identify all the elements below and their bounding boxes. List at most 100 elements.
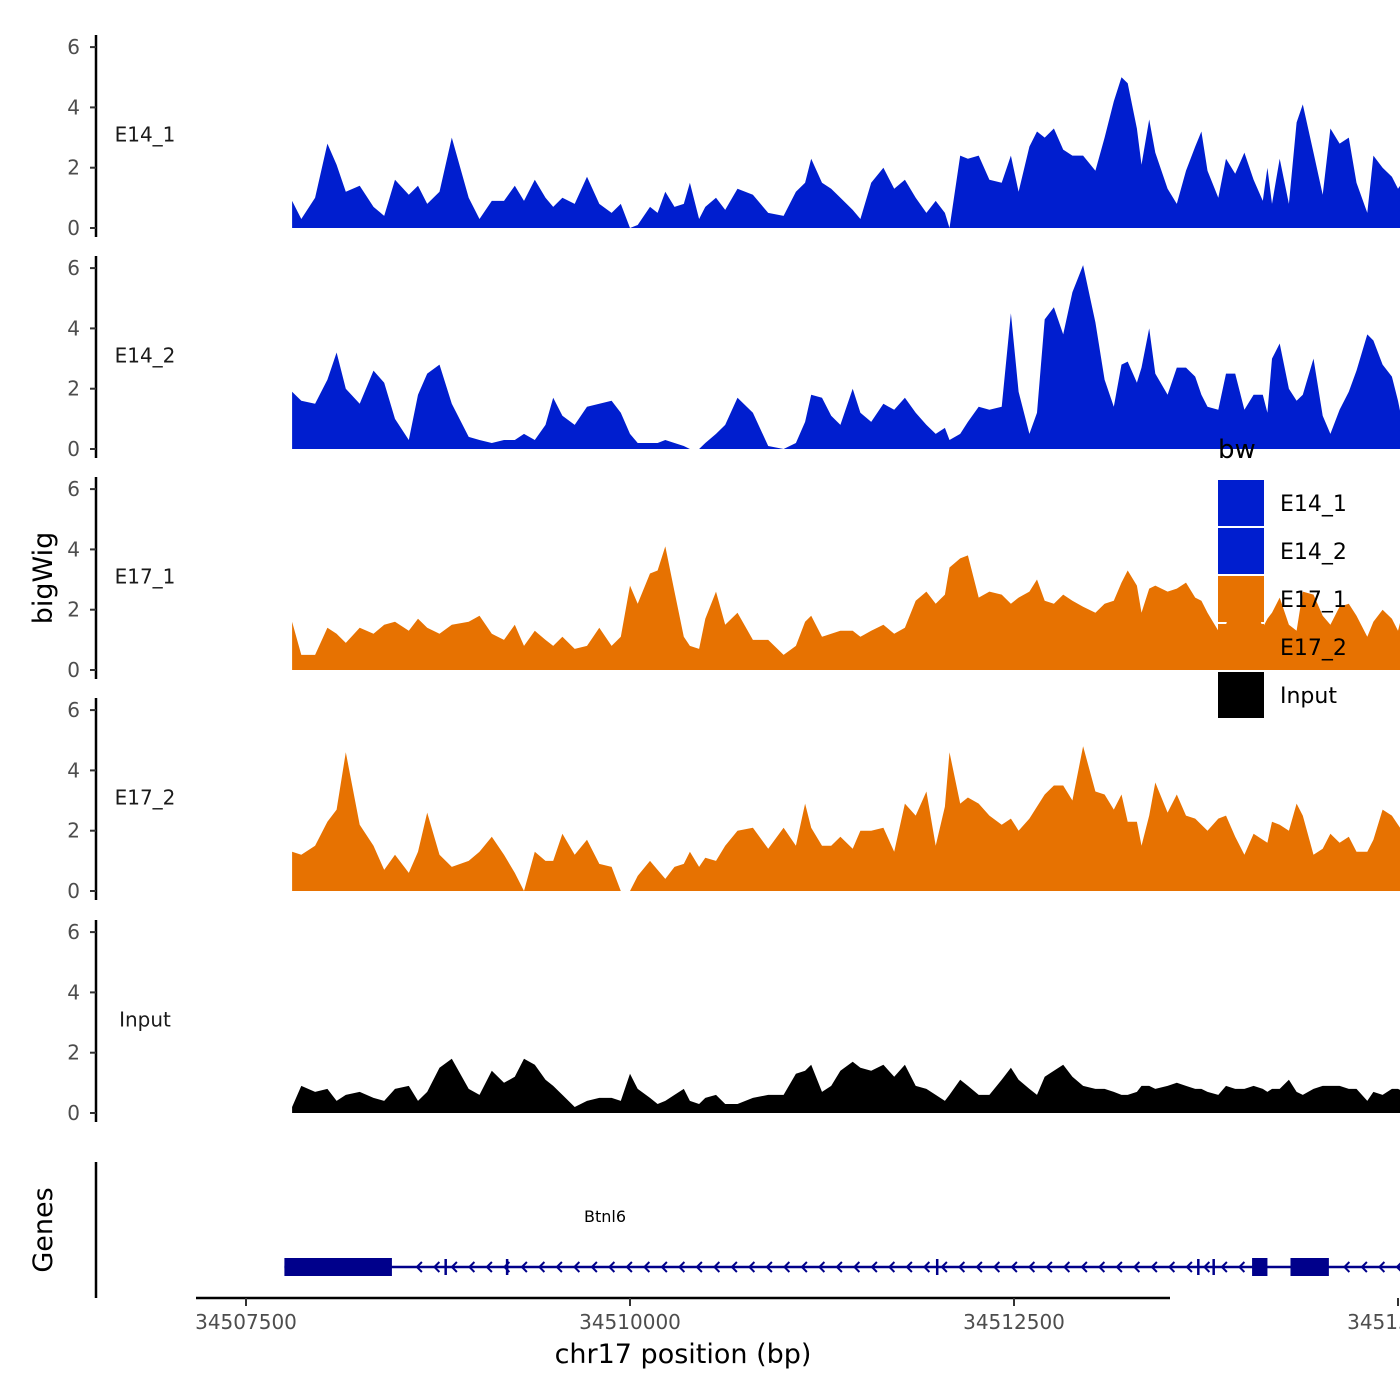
strand-arrow bbox=[905, 1261, 913, 1273]
x-tick-label: 34510000 bbox=[579, 1310, 681, 1334]
track-label: E14_1 bbox=[115, 123, 176, 147]
y-tick-label: 6 bbox=[67, 256, 80, 280]
strand-arrow bbox=[1115, 1261, 1123, 1273]
track-e17-1: 0 2 4 6 E17_1 bbox=[67, 477, 1400, 682]
track-input: 0 2 4 6 Input bbox=[67, 920, 1400, 1125]
strand-arrow bbox=[467, 1261, 476, 1273]
y-tick-label: 4 bbox=[67, 980, 80, 1004]
gene-panel: Genes Btnl6 bbox=[28, 1162, 1400, 1298]
legend-swatch bbox=[1218, 672, 1264, 718]
y-tick-label: 6 bbox=[67, 698, 80, 722]
gene-exon bbox=[1290, 1258, 1329, 1276]
strand-arrow bbox=[975, 1261, 983, 1273]
strand-arrow bbox=[800, 1261, 808, 1273]
x-tick-label: 34512500 bbox=[963, 1310, 1065, 1334]
legend-swatch bbox=[1218, 480, 1264, 526]
strand-arrow bbox=[817, 1261, 826, 1273]
y-tick-label: 0 bbox=[67, 216, 80, 240]
strand-arrow bbox=[1080, 1261, 1088, 1273]
y-tick-label: 4 bbox=[67, 758, 80, 782]
strand-arrow bbox=[1395, 1262, 1400, 1272]
legend-swatch bbox=[1218, 624, 1264, 670]
y-tick-label: 2 bbox=[67, 819, 80, 843]
strand-arrow bbox=[922, 1261, 931, 1273]
strand-arrow bbox=[1342, 1261, 1351, 1273]
strand-arrow bbox=[1097, 1261, 1106, 1273]
legend-swatch bbox=[1218, 528, 1264, 574]
strand-arrow bbox=[677, 1261, 686, 1273]
y-tick-label: 0 bbox=[67, 437, 80, 461]
y-tick-label: 2 bbox=[67, 156, 80, 180]
strand-arrow bbox=[537, 1261, 546, 1273]
strand-arrow bbox=[1360, 1261, 1368, 1273]
coverage-area-input bbox=[292, 1058, 1400, 1113]
strand-arrow bbox=[852, 1261, 861, 1273]
strand-arrow bbox=[1185, 1261, 1193, 1273]
strand-arrow bbox=[695, 1261, 703, 1273]
y-tick-label: 2 bbox=[67, 598, 80, 622]
strand-arrow bbox=[747, 1261, 756, 1273]
strand-arrow bbox=[432, 1261, 441, 1273]
y-tick-label: 6 bbox=[67, 920, 80, 944]
gene-exon bbox=[284, 1258, 392, 1276]
strand-arrow bbox=[1010, 1261, 1018, 1273]
strand-arrow bbox=[485, 1261, 493, 1273]
legend-label: E17_1 bbox=[1280, 588, 1347, 613]
strand-arrow bbox=[625, 1261, 633, 1273]
track-label: E17_1 bbox=[115, 565, 176, 589]
strand-arrow bbox=[1045, 1261, 1053, 1273]
strand-arrow bbox=[940, 1261, 948, 1273]
strand-arrow bbox=[590, 1261, 598, 1273]
strand-arrow bbox=[572, 1261, 581, 1273]
strand-arrow bbox=[782, 1261, 791, 1273]
coverage-area-e14-1 bbox=[292, 77, 1400, 228]
strand-arrow bbox=[1150, 1261, 1158, 1273]
strand-arrow bbox=[1167, 1261, 1176, 1273]
strand-arrow bbox=[450, 1261, 458, 1273]
strand-arrow bbox=[765, 1261, 773, 1273]
genes-axis-title: Genes bbox=[28, 1187, 59, 1272]
track-label: Input bbox=[119, 1008, 171, 1032]
legend-label: E14_1 bbox=[1280, 492, 1347, 517]
x-axis: 3450750034510000345125003451500034517500… bbox=[195, 1296, 1400, 1370]
x-tick-label: 34507500 bbox=[195, 1310, 297, 1334]
legend-swatch bbox=[1218, 576, 1264, 622]
track-label: E17_2 bbox=[115, 786, 176, 810]
x-axis-title: chr17 position (bp) bbox=[555, 1339, 812, 1370]
legend-label: E14_2 bbox=[1280, 540, 1347, 565]
legend-label: E17_2 bbox=[1280, 636, 1347, 661]
strand-arrow bbox=[520, 1261, 528, 1273]
strand-arrow bbox=[712, 1261, 721, 1273]
strand-arrow bbox=[835, 1261, 843, 1273]
strand-arrow bbox=[957, 1261, 966, 1273]
strand-arrow bbox=[415, 1261, 423, 1273]
y-tick-label: 2 bbox=[67, 377, 80, 401]
coverage-area-e17-2 bbox=[292, 746, 1400, 891]
track-e14-1: 0 2 4 6 E14_1 bbox=[67, 35, 1400, 240]
strand-arrow bbox=[1132, 1261, 1141, 1273]
y-tick-label: 0 bbox=[67, 1101, 80, 1125]
y-tick-label: 0 bbox=[67, 658, 80, 682]
coverage-area-e14-2 bbox=[292, 265, 1400, 449]
coverage-area-e17-1 bbox=[292, 546, 1400, 670]
strand-arrow bbox=[1062, 1261, 1071, 1273]
gene-exon bbox=[1252, 1258, 1268, 1276]
gene-model bbox=[284, 1258, 1400, 1276]
legend: bw E14_1 E14_2 E17_1 E17_2 Input bbox=[1218, 435, 1347, 718]
strand-arrow bbox=[1220, 1261, 1228, 1273]
strand-arrow bbox=[642, 1261, 651, 1273]
gene-name-label: Btnl6 bbox=[584, 1207, 626, 1226]
strand-arrow bbox=[870, 1261, 878, 1273]
y-tick-label: 2 bbox=[67, 1041, 80, 1065]
legend-items: E14_1 E14_2 E17_1 E17_2 Input bbox=[1218, 480, 1347, 718]
y-tick-label: 6 bbox=[67, 35, 80, 59]
x-tick-label: 34515000 bbox=[1347, 1310, 1400, 1334]
strand-arrow bbox=[992, 1261, 1001, 1273]
track-e14-2: 0 2 4 6 E14_2 bbox=[67, 256, 1400, 461]
strand-arrow bbox=[607, 1261, 616, 1273]
x-ticks: 3450750034510000345125003451500034517500 bbox=[195, 1298, 1400, 1334]
y-tick-label: 4 bbox=[67, 95, 80, 119]
strand-arrow bbox=[555, 1261, 563, 1273]
